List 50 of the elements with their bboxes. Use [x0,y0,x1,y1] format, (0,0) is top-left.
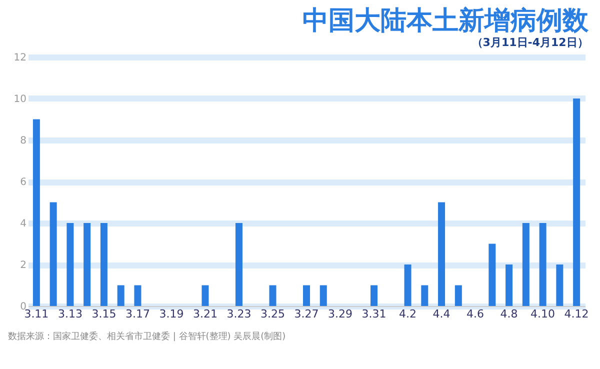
x-tick-label: 4.6 [466,308,484,320]
bar [556,264,564,306]
bar [506,264,513,306]
bar [573,98,580,306]
bar [454,285,462,306]
y-tick-label: 8 [20,136,26,146]
bar [84,223,91,306]
bar [438,202,446,306]
bar [66,223,74,306]
x-tick-label: 3.31 [362,308,386,320]
bar [235,223,242,306]
x-tick-label: 3.29 [328,308,353,320]
bar [100,223,108,306]
source-note: 数据来源：国家卫健委、相关省市卫健委 | 谷智轩(整理) 吴辰晨(制图) [8,331,286,342]
x-tick-label: 3.27 [294,308,319,320]
y-tick-label: 6 [20,177,26,188]
bar [32,119,40,306]
bar [50,202,57,306]
y-tick-label: 12 [14,52,26,64]
x-tick-label: 3.21 [192,308,218,320]
y-tick-label: 0 [20,302,26,312]
x-tick-label: 3.19 [159,308,184,320]
bar [202,285,209,306]
x-tick-label: 4.10 [530,308,556,320]
x-tick-label: 3.17 [125,308,150,320]
bar [370,285,378,306]
bar [303,285,310,306]
bar [320,285,327,306]
x-tick-label: 4.2 [399,308,417,320]
bar [134,285,142,306]
x-tick-label: 3.11 [24,308,49,320]
y-tick-label: 4 [20,218,26,230]
y-tick-label: 10 [14,94,26,105]
x-tick-label: 4.4 [432,308,450,320]
x-tick-label: 4.12 [564,308,589,320]
x-tick-label: 3.25 [260,308,285,320]
chart-subtitle: （3月11日-4月12日） [472,36,588,49]
x-tick-label: 3.23 [226,308,252,320]
y-tick-label: 2 [20,260,26,271]
bar [421,285,428,306]
x-tick-label: 4.8 [500,308,518,320]
bar [522,223,530,306]
x-tick-label: 3.13 [58,308,82,320]
chart-title: 中国大陆本土新增病例数 [302,6,590,36]
bar [488,244,496,306]
bar [269,285,276,306]
bar [539,223,546,306]
bar [117,285,124,306]
x-tick-label: 3.15 [92,308,116,320]
bar [404,264,412,306]
